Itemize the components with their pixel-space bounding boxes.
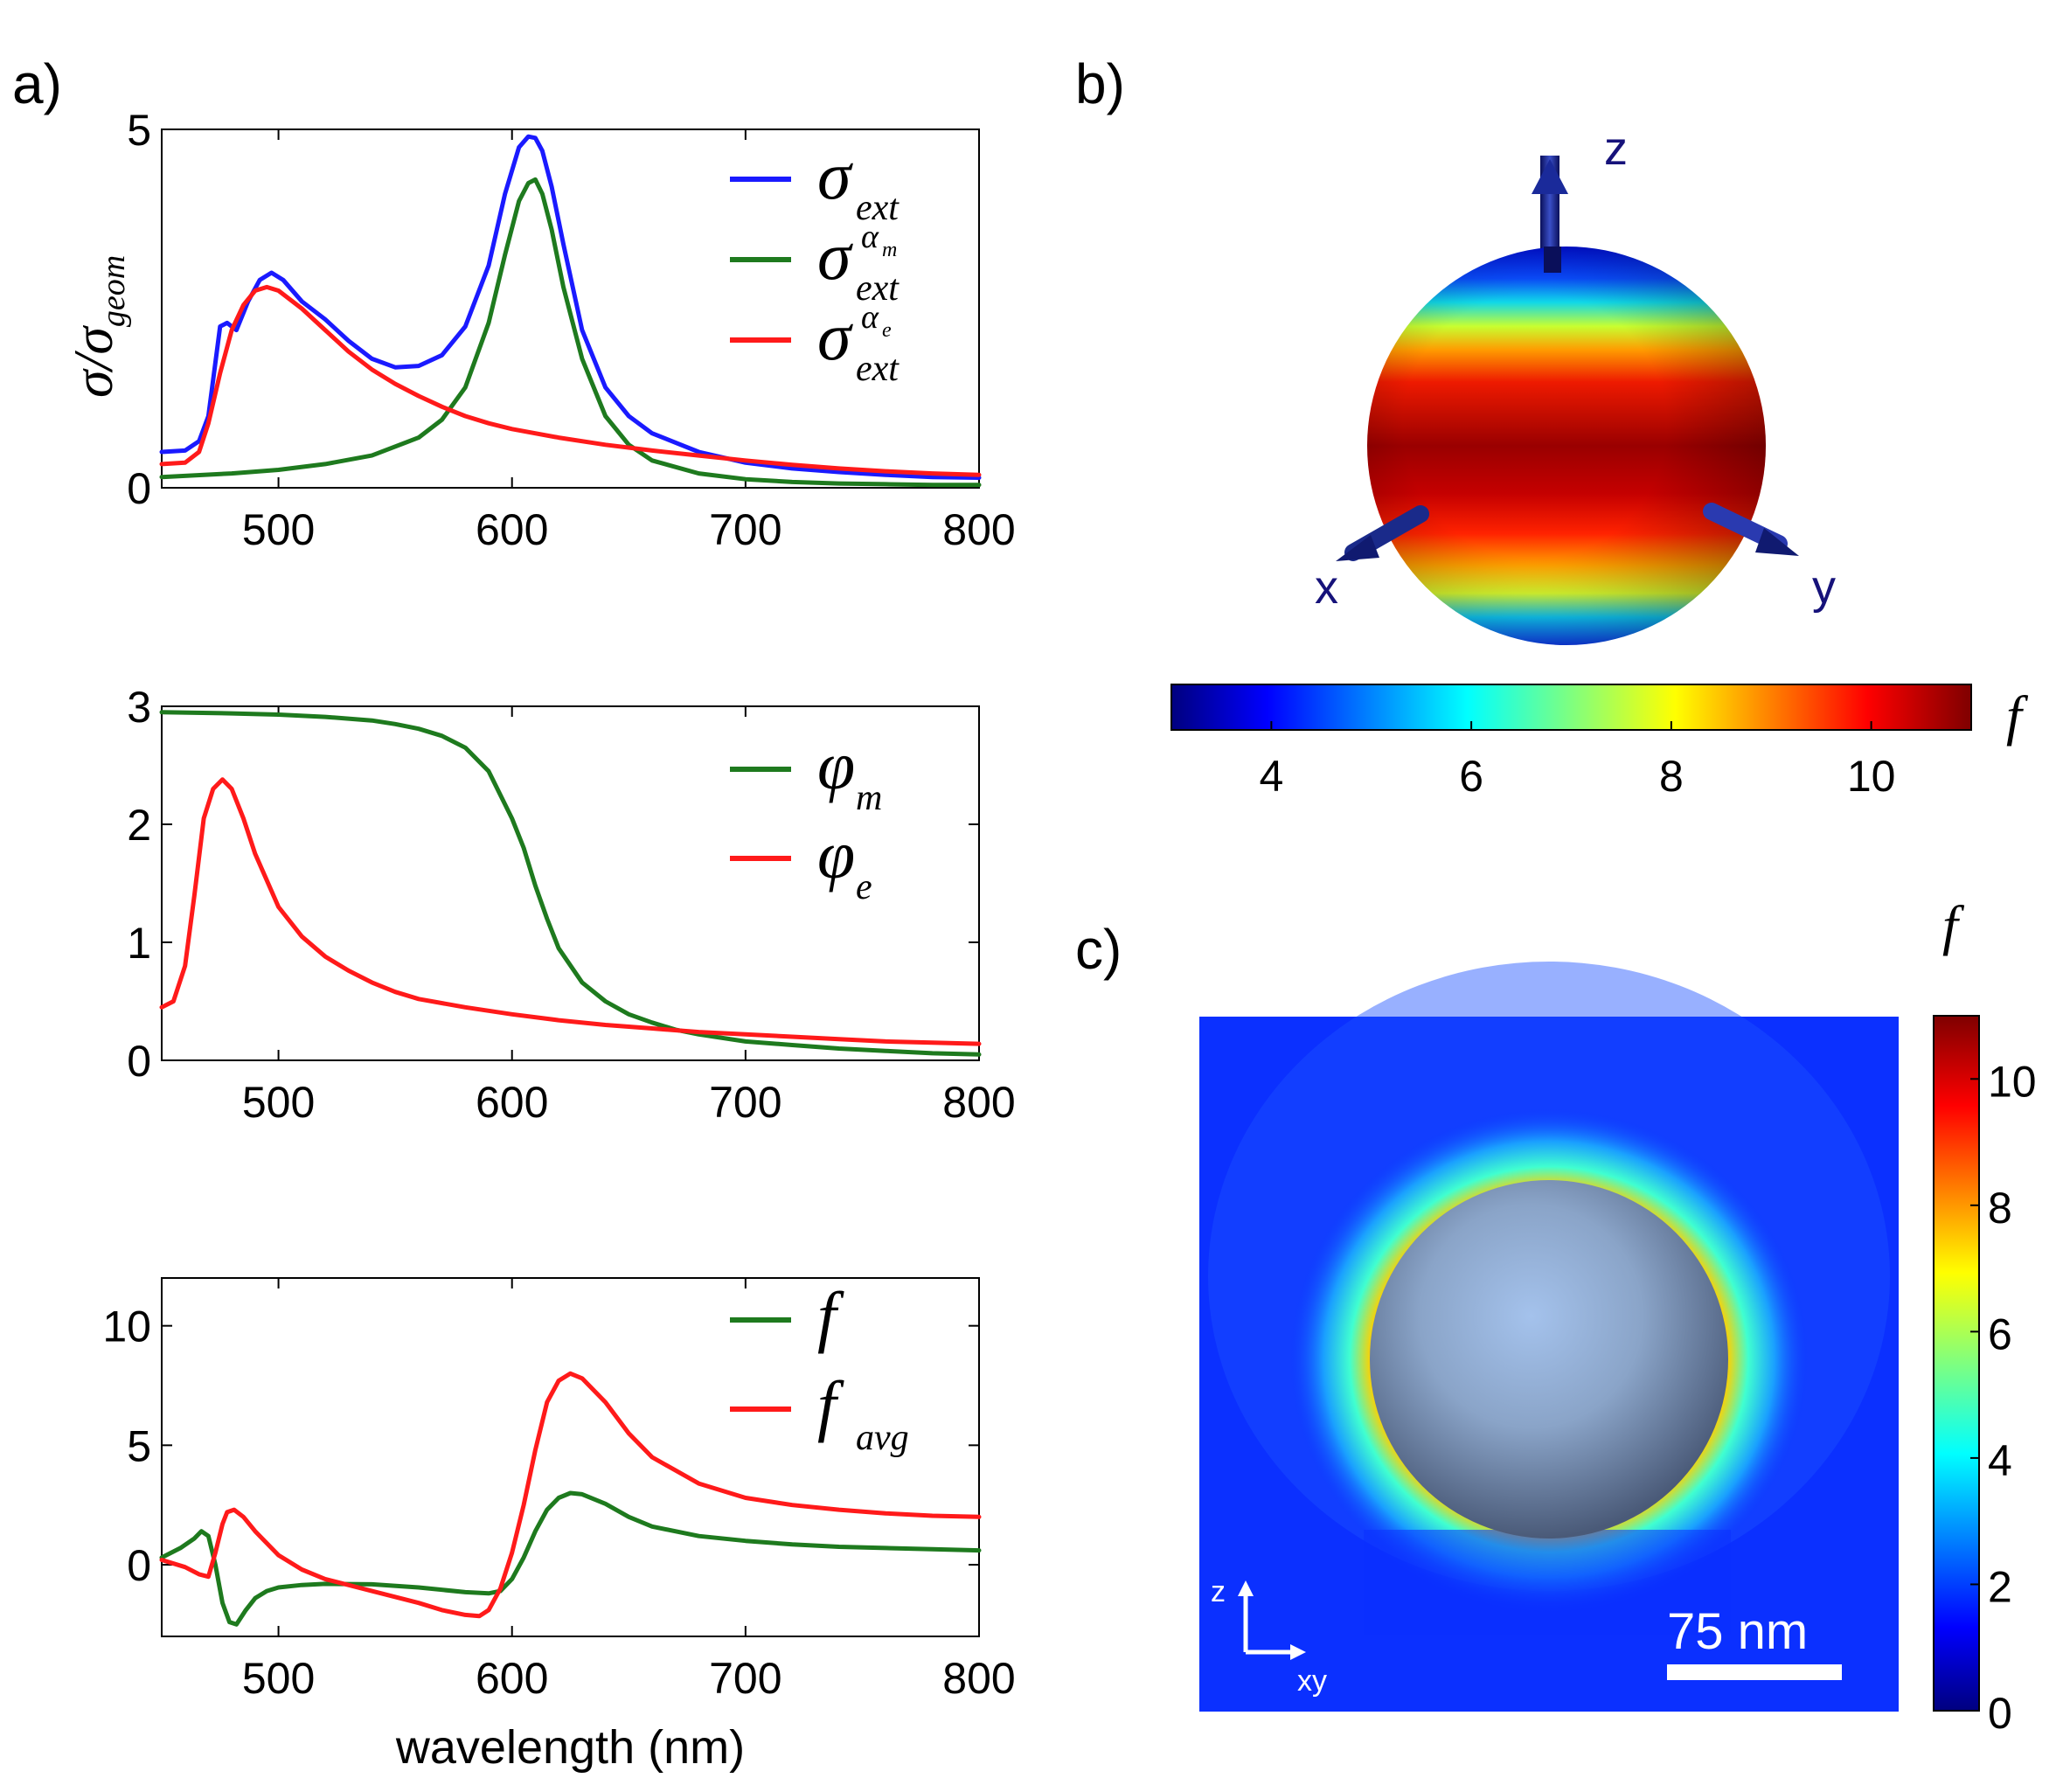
x-tick-label: 800 <box>942 1078 1015 1127</box>
sphere-panel: z x y <box>1315 122 1836 645</box>
near-field-map: z xy 75 nm <box>1199 962 1899 1712</box>
x-arrow-head <box>1336 535 1379 561</box>
y-axis-title: σ/σgeom <box>62 255 132 398</box>
scale-bar <box>1667 1664 1842 1680</box>
sphere-colorbar: f 4 6 8 10 <box>1170 684 2029 801</box>
series-line <box>159 1371 982 1619</box>
x-tick-label: 500 <box>242 1078 315 1127</box>
map-colorbar-gradient <box>1933 1015 1980 1712</box>
x-tick-label: 600 <box>476 505 548 554</box>
legend-superscript-sub: m <box>882 239 897 261</box>
colorbar-tick-label: 0 <box>1988 1689 2012 1738</box>
legend-symbol: φ <box>817 816 855 893</box>
x-tick-label: 600 <box>476 1654 548 1703</box>
colorbar-tick-label: 10 <box>1988 1057 2037 1106</box>
colorbar-tick-label: 10 <box>1847 752 1896 801</box>
map-lower-fade <box>1364 1530 1731 1635</box>
colorbar-tick-label: 2 <box>1988 1562 2012 1611</box>
plot-frame <box>161 128 980 489</box>
legend-subscript: ext <box>856 349 900 389</box>
plot-frame <box>161 1277 980 1637</box>
sphere-colorbar-label: f <box>2006 684 2029 747</box>
y-tick-label: 10 <box>102 1302 151 1351</box>
legend-subscript: ext <box>856 268 900 309</box>
axis-label-z: z <box>1604 122 1628 175</box>
x-tick-label: 800 <box>942 1654 1015 1703</box>
x-tick-label: 700 <box>709 505 781 554</box>
colorbar-tick-label: 6 <box>1459 752 1483 801</box>
legend-symbol: f <box>817 1367 844 1443</box>
z-axis-arrowhead <box>1238 1580 1254 1596</box>
y-tick-label: 1 <box>127 919 151 968</box>
legend-subscript: ext <box>856 188 900 228</box>
legend-symbol: σ <box>817 218 853 294</box>
x-tick-label: 700 <box>709 1654 781 1703</box>
x-tick-label: 600 <box>476 1078 548 1127</box>
series-line <box>159 284 982 477</box>
y-tick-label: 0 <box>127 1037 151 1086</box>
legend-symbol: φ <box>817 727 855 803</box>
sphere-colorbar-gradient <box>1170 684 1972 731</box>
legend-symbol: σ <box>817 298 853 374</box>
series-line <box>159 777 982 1046</box>
legend-symbol: σ <box>817 137 853 213</box>
legend-superscript: α <box>861 299 879 336</box>
map-colorbar-label: f <box>1942 894 1965 956</box>
legend-symbol: f <box>817 1278 844 1354</box>
series-line <box>159 710 982 1057</box>
x-tick-label: 500 <box>242 505 315 554</box>
colorbar-tick-label: 4 <box>1259 752 1283 801</box>
colorbar-tick-label: 4 <box>1988 1436 2012 1485</box>
y-tick-label: 5 <box>127 1421 151 1470</box>
particle-sphere <box>1370 1180 1728 1538</box>
y-tick-label: 5 <box>127 106 151 155</box>
axis-label-x: x <box>1315 561 1338 614</box>
map-axis-xy: xy <box>1297 1664 1327 1698</box>
sphere-shading <box>1367 247 1766 645</box>
xy-axis-arrowhead <box>1290 1644 1306 1660</box>
y-arrow-head <box>1755 528 1799 556</box>
legend-subscript: avg <box>856 1418 909 1458</box>
y-tick-label: 3 <box>127 683 151 732</box>
series-line <box>159 1490 982 1627</box>
y-tick-label: 0 <box>127 1541 151 1590</box>
y-tick-label: 2 <box>127 801 151 850</box>
scale-bar-label: 75 nm <box>1667 1603 1808 1660</box>
panel-label-c: c) <box>1075 918 1122 981</box>
series-line <box>159 134 982 480</box>
colorbar-tick-label: 8 <box>1988 1184 2012 1233</box>
x-axis-title: wavelength (nm) <box>395 1721 745 1774</box>
legend-subscript: m <box>856 778 882 818</box>
x-tick-label: 700 <box>709 1078 781 1127</box>
z-arrow-head <box>1532 159 1568 194</box>
x-tick-label: 500 <box>242 1654 315 1703</box>
legend-subscript: e <box>856 867 872 907</box>
panel-label-a: a) <box>12 52 62 115</box>
map-colorbar: f 0 2 4 6 8 10 <box>1933 894 2037 1738</box>
colorbar-tick-label: 8 <box>1659 752 1684 801</box>
legend-superscript: α <box>861 219 879 255</box>
map-axis-z: z <box>1211 1575 1226 1608</box>
series-line <box>159 177 982 488</box>
plot-frame <box>161 705 980 1061</box>
z-arrow-base <box>1544 247 1561 273</box>
y-tick-label: 0 <box>127 464 151 513</box>
axis-label-y: y <box>1812 561 1836 614</box>
legend-superscript-sub: e <box>882 319 892 342</box>
x-tick-label: 800 <box>942 505 1015 554</box>
panel-label-b: b) <box>1075 52 1125 115</box>
colorbar-tick-label: 6 <box>1988 1309 2012 1358</box>
